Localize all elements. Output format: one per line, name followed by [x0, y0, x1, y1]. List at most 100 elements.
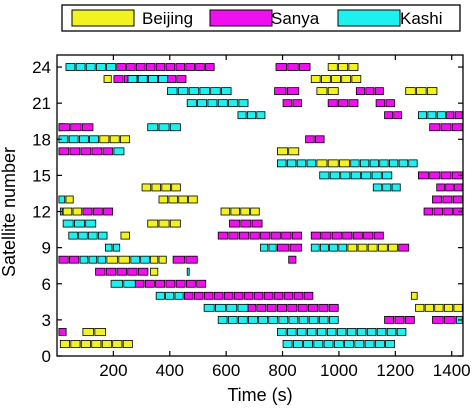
- visibility-block: [220, 207, 231, 216]
- y-tick-label: 3: [42, 311, 51, 330]
- visibility-block: [165, 291, 175, 300]
- visibility-block: [169, 123, 181, 132]
- visibility-block: [277, 303, 287, 312]
- visibility-block: [291, 231, 302, 240]
- visibility-block: [158, 195, 169, 204]
- visibility-block: [144, 279, 155, 288]
- visibility-block: [327, 99, 338, 108]
- x-tick-label: 1200: [376, 361, 414, 380]
- visibility-block: [127, 75, 138, 83]
- visibility-block: [306, 159, 317, 168]
- visibility-block: [85, 63, 96, 71]
- visibility-block: [237, 111, 247, 120]
- visibility-block: [96, 63, 106, 71]
- visibility-block: [263, 291, 274, 300]
- visibility-block: [78, 231, 88, 240]
- visibility-block: [175, 279, 186, 288]
- visibility-block: [323, 340, 334, 348]
- visibility-block: [388, 243, 398, 252]
- visibility-block: [91, 147, 103, 156]
- visibility-block: [351, 75, 362, 83]
- visibility-block: [80, 147, 92, 156]
- visibility-block: [97, 231, 108, 240]
- visibility-block: [443, 207, 453, 216]
- visibility-block: [289, 243, 302, 252]
- visibility-block: [404, 315, 415, 324]
- visibility-block: [288, 315, 299, 324]
- visibility-block: [186, 267, 190, 276]
- visibility-block: [277, 147, 288, 156]
- y-tick-label: 9: [42, 239, 51, 258]
- y-tick-label: 15: [32, 166, 51, 185]
- visibility-block: [408, 159, 418, 168]
- visibility-block: [374, 340, 385, 348]
- visibility-block: [175, 63, 185, 71]
- visibility-block: [432, 315, 444, 324]
- visibility-block: [103, 75, 112, 83]
- visibility-block: [372, 183, 382, 192]
- visibility-block: [277, 159, 287, 168]
- visibility-block: [359, 159, 370, 168]
- visibility-block: [69, 255, 80, 264]
- visibility-block: [385, 340, 396, 348]
- visibility-block: [283, 291, 294, 300]
- visibility-block: [297, 303, 308, 312]
- visibility-block: [365, 87, 375, 96]
- visibility-block: [207, 99, 218, 108]
- visibility-block: [398, 243, 410, 252]
- visibility-block: [91, 340, 102, 348]
- legend-swatch-beijing: [71, 9, 135, 27]
- visibility-block: [292, 340, 303, 348]
- visibility-block: [310, 243, 320, 252]
- visibility-block: [88, 231, 98, 240]
- visibility-block: [82, 328, 95, 336]
- visibility-block: [177, 87, 189, 96]
- visibility-block: [327, 63, 338, 71]
- visibility-block: [188, 87, 200, 96]
- visibility-block: [237, 303, 249, 312]
- x-axis-label: Time (s): [227, 385, 292, 405]
- visibility-block: [305, 135, 315, 144]
- visibility-block: [303, 291, 314, 300]
- visibility-block: [348, 99, 359, 108]
- visibility-block: [238, 99, 249, 108]
- visibility-block: [112, 243, 121, 252]
- visibility-block: [101, 340, 112, 348]
- visibility-block: [427, 111, 437, 120]
- y-tick-label: 6: [42, 275, 51, 294]
- visibility-block: [391, 183, 401, 192]
- visibility-block: [233, 291, 244, 300]
- visibility-block: [266, 303, 277, 312]
- visibility-block: [217, 315, 228, 324]
- visibility-block: [106, 63, 116, 71]
- visibility-block: [185, 255, 198, 264]
- visibility-block: [109, 135, 120, 144]
- visibility-block: [388, 159, 399, 168]
- visibility-block: [99, 135, 110, 144]
- visibility-block: [230, 207, 240, 216]
- visibility-block: [384, 315, 395, 324]
- visibility-block: [320, 243, 329, 252]
- x-tick-label: 1000: [320, 361, 358, 380]
- visibility-block: [326, 328, 337, 336]
- visibility-block: [292, 99, 302, 108]
- visibility-block: [396, 328, 407, 336]
- legend-label-kashi: Kashi: [400, 9, 443, 28]
- visibility-block: [363, 231, 374, 240]
- visibility-block: [319, 171, 330, 180]
- visibility-block: [315, 135, 325, 144]
- visibility-block: [440, 171, 452, 180]
- visibility-block: [106, 255, 119, 264]
- visibility-block: [308, 315, 319, 324]
- visibility-block: [116, 63, 126, 71]
- visibility-block: [188, 195, 198, 204]
- visibility-block: [227, 315, 238, 324]
- visibility-block: [248, 315, 258, 324]
- visibility-block: [62, 219, 74, 228]
- visibility-block: [446, 111, 455, 120]
- visibility-block: [274, 87, 287, 96]
- visibility-block: [158, 255, 167, 264]
- visibility-block: [415, 303, 425, 312]
- visibility-block: [158, 219, 170, 228]
